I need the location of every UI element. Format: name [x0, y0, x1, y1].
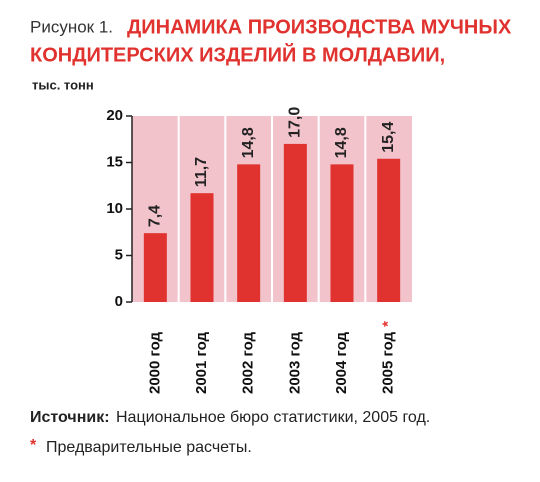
footnote-marker: * [380, 321, 397, 327]
bar [237, 164, 261, 302]
source-label: Источник: [30, 409, 110, 426]
value-label: 11,7 [193, 157, 210, 187]
note-marker: * [30, 437, 37, 454]
bar [330, 164, 354, 302]
source-text: Национальное бюро статистики, 2005 год. [116, 409, 430, 426]
x-tick-label: 2004 год [333, 331, 350, 394]
x-tick-label: 2005 год [380, 331, 397, 394]
y-axis-label: тыс. тонн [32, 77, 94, 92]
value-label: 17,0 [287, 107, 304, 138]
chart-title-line: КОНДИТЕРСКИХ ИЗДЕЛИЙ В МОЛДАВИИ, [30, 42, 445, 66]
bar [377, 158, 401, 302]
y-tick-label: 15 [106, 153, 123, 170]
x-tick-label: 2001 год [193, 331, 210, 394]
chart-title-line: ДИНАМИКА ПРОИЗВОДСТВА МУЧНЫХ [127, 16, 512, 38]
x-tick-label: 2002 год [240, 331, 257, 394]
y-tick-label: 10 [106, 200, 123, 217]
x-tick-label: 2003 год [286, 331, 303, 394]
value-label: 7,4 [147, 205, 164, 227]
value-label: 14,8 [333, 127, 350, 158]
y-tick-label: 20 [106, 107, 123, 124]
value-label: 14,8 [240, 127, 257, 158]
figure-label: Рисунок 1. [30, 17, 113, 36]
bar [190, 193, 214, 302]
y-tick-label: 0 [115, 293, 123, 310]
y-tick-label: 5 [115, 246, 123, 263]
bar [283, 143, 307, 302]
x-tick-label: 2000 год [146, 331, 163, 394]
note-text: Предварительные расчеты. [46, 439, 252, 456]
value-label: 15,4 [380, 122, 397, 153]
bar [143, 233, 167, 302]
